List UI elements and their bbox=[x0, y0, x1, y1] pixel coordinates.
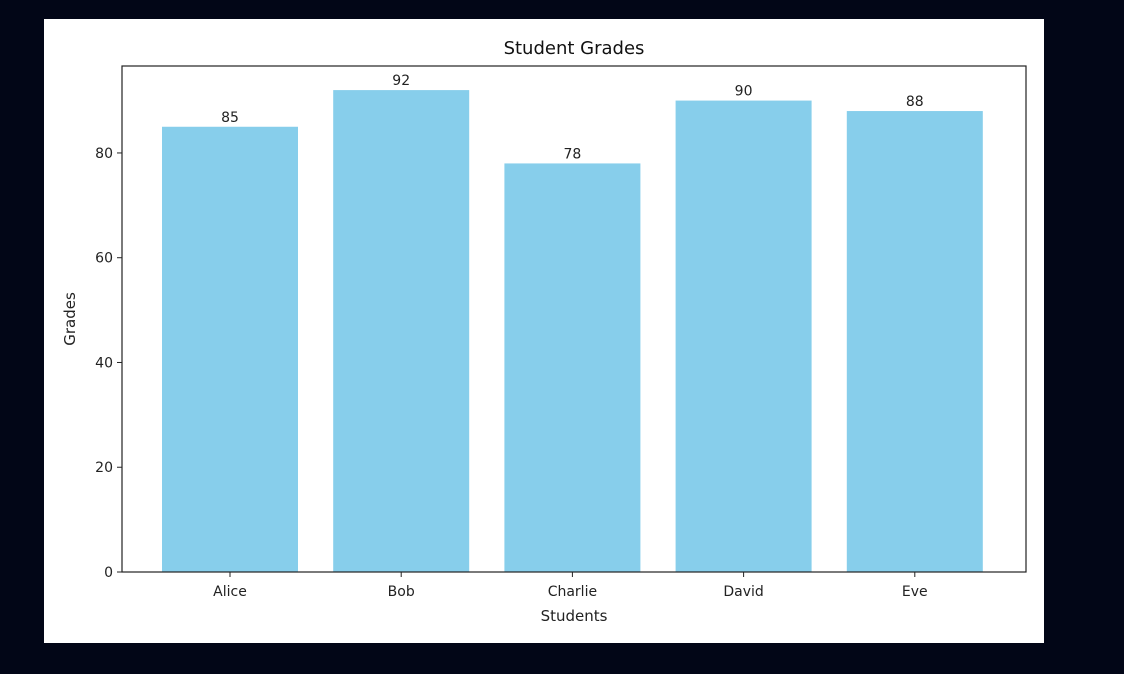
x-tick-label-alice: Alice bbox=[213, 584, 247, 600]
x-tick-label-david: David bbox=[723, 584, 763, 600]
bar-bob bbox=[333, 90, 470, 572]
y-tick-label: 40 bbox=[95, 355, 113, 371]
data-label-charlie: 78 bbox=[563, 146, 581, 162]
x-axis-title: Students bbox=[541, 607, 608, 625]
data-label-alice: 85 bbox=[221, 110, 239, 126]
bar-alice bbox=[162, 126, 298, 572]
data-labels-layer: 85 92 78 90 88 bbox=[221, 73, 924, 162]
bars-layer bbox=[162, 90, 983, 573]
y-tick-label: 20 bbox=[95, 460, 113, 476]
x-axis: Alice Bob Charlie David Eve bbox=[213, 572, 928, 600]
chart-title: Student Grades bbox=[504, 38, 645, 59]
x-tick-label-eve: Eve bbox=[902, 584, 928, 600]
x-tick-label-bob: Bob bbox=[388, 584, 415, 600]
data-label-david: 90 bbox=[735, 84, 753, 100]
plot-frame bbox=[121, 65, 1027, 573]
y-axis: 0 20 40 60 80 bbox=[95, 146, 122, 581]
data-label-eve: 88 bbox=[906, 94, 924, 110]
chart-figure: 85 92 78 90 88 0 20 40 60 80 Alice Bob Charlie Davi… bbox=[44, 19, 1044, 643]
bar-chart: 85 92 78 90 88 0 20 40 60 80 Alice Bob Charlie Davi… bbox=[61, 38, 1027, 625]
data-label-bob: 92 bbox=[392, 73, 410, 89]
x-tick-label-charlie: Charlie bbox=[548, 584, 597, 600]
bar-charlie bbox=[504, 163, 641, 572]
y-axis-title: Grades bbox=[61, 292, 79, 346]
bar-eve bbox=[846, 111, 983, 573]
y-tick-label: 60 bbox=[95, 251, 113, 267]
y-tick-label: 0 bbox=[104, 565, 113, 581]
bar-david bbox=[675, 100, 812, 573]
y-tick-label: 80 bbox=[95, 146, 113, 162]
